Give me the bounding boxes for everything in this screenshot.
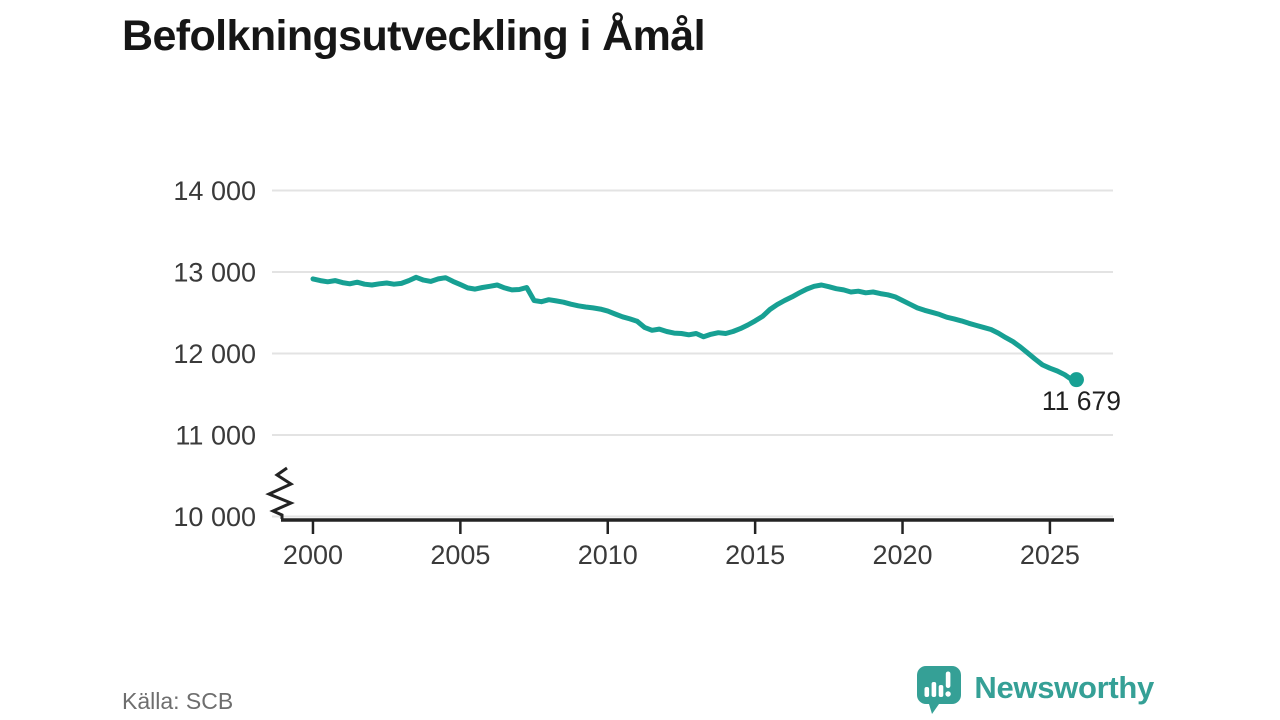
chart-title: Befolkningsutveckling i Åmål: [122, 12, 706, 60]
newsworthy-logo-icon: [917, 666, 962, 714]
y-tick-label: 13 000: [173, 258, 256, 288]
x-tick-label: 2015: [725, 540, 785, 570]
source-label: Källa: SCB: [122, 688, 234, 714]
y-axis-break-icon: [265, 466, 295, 519]
newsworthy-logo: Newsworthy: [915, 662, 1154, 714]
last-value-label: 11 679: [1042, 386, 1121, 416]
y-tick-label: 14 000: [173, 176, 256, 206]
newsworthy-logo-text: Newsworthy: [974, 670, 1154, 705]
x-tick-label: 2005: [430, 540, 490, 570]
y-tick-label: 10 000: [173, 502, 256, 532]
y-tick-label: 12 000: [173, 339, 256, 369]
y-tick-label: 11 000: [175, 421, 256, 451]
x-tick-label: 2025: [1020, 540, 1080, 570]
x-tick-label: 2020: [872, 540, 932, 570]
x-tick-label: 2010: [578, 540, 638, 570]
last-value-dot: [1068, 372, 1084, 388]
x-tick-label: 2000: [283, 540, 343, 570]
population-line: [310, 274, 1079, 383]
